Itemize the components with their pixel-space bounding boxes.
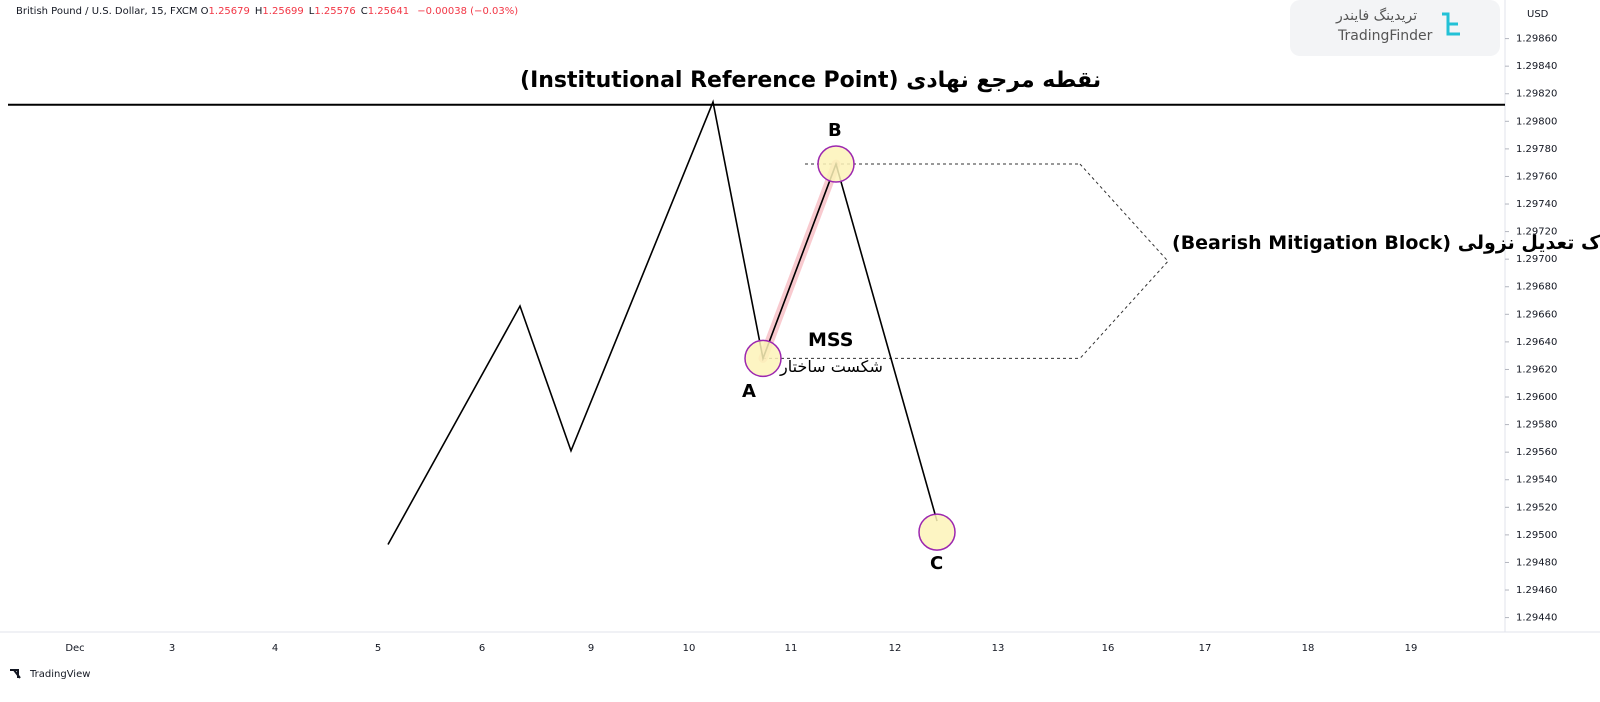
logo-icon [1442,12,1460,36]
y-tick-label: 1.29500 [1516,530,1557,541]
y-tick-label: 1.29700 [1516,254,1557,265]
label-b: B [828,120,842,141]
x-tick-label: 16 [1102,643,1115,654]
point-marker [744,339,782,378]
ohlc-value: 1.25699 [262,6,304,17]
x-tick-label: 9 [588,643,594,654]
point-marker [918,513,956,551]
block-bracket [1079,163,1169,359]
x-tick-label: 6 [479,643,485,654]
ohlc-value: 1.25679 [208,6,250,17]
ohlc-key: C [360,6,368,17]
logo-latin: TradingFinder [1337,28,1433,44]
y-tick-label: 1.29460 [1516,585,1557,596]
y-tick-label: 1.29760 [1516,171,1557,182]
y-tick-label: 1.29440 [1516,613,1557,624]
x-tick-label: 4 [272,643,278,654]
y-tick-label: 1.29580 [1516,420,1557,431]
y-tick-label: 1.29800 [1516,116,1557,127]
ohlc-value: 1.25576 [314,6,356,17]
y-tick-label: 1.29560 [1516,447,1557,458]
logo-persian: تریدینگ فایندر [1336,8,1418,24]
y-tick-label: 1.29840 [1516,61,1557,72]
x-tick-label: 3 [169,643,175,654]
symbol: British Pound / U.S. Dollar, 15, FXCM [16,6,198,17]
ohlc-key: L [308,6,315,17]
y-tick-label: 1.29480 [1516,557,1557,568]
y-tick-label: 1.29640 [1516,337,1557,348]
ohlc: O1.25679 H1.25699 L1.25576 C1.25641 [201,6,414,17]
x-tick-label: 12 [889,643,902,654]
y-tick-label: 1.29820 [1516,89,1557,100]
y-tick-label: 1.29780 [1516,144,1557,155]
y-tick-label: 1.29740 [1516,199,1557,210]
currency: USD [1527,9,1549,20]
y-tick-label: 1.29540 [1516,475,1557,486]
header: British Pound / U.S. Dollar, 15, FXCM O1… [16,6,518,17]
y-tick-label: 1.29720 [1516,227,1557,238]
ohlc-key: O [200,6,209,17]
x-tick-label: 18 [1302,643,1315,654]
label-c: C [930,553,944,574]
change: −0.00038 (−0.03%) [417,6,519,17]
y-tick-label: 1.29860 [1516,34,1557,45]
x-tick-label: 5 [375,643,381,654]
title: نقطه مرجع نهادی (Institutional Reference… [520,68,1102,93]
ohlc-key: H [254,6,263,17]
x-tick-label: Dec [65,643,84,654]
x-tick-label: 10 [683,643,696,654]
tv-logo [10,669,21,679]
y-tick-label: 1.29520 [1516,502,1557,513]
x-tick-label: 17 [1199,643,1212,654]
mss-fa: شکست ساختار [780,357,883,376]
x-tick-label: 13 [992,643,1005,654]
x-tick-label: 11 [785,643,798,654]
label-a: A [742,381,756,402]
price-line [387,99,938,545]
ohlc-value: 1.25641 [367,6,410,17]
mss-label: MSS [808,329,854,351]
x-tick-label: 19 [1405,643,1418,654]
point-marker [817,145,855,183]
y-tick-label: 1.29620 [1516,364,1557,375]
y-tick-label: 1.29660 [1516,309,1557,320]
y-tick-label: 1.29680 [1516,282,1557,293]
y-tick-label: 1.29600 [1516,392,1557,403]
block-label: بلاک تعدیل نزولی (Bearish Mitigation Blo… [1172,232,1600,254]
footer: TradingView [29,669,90,680]
